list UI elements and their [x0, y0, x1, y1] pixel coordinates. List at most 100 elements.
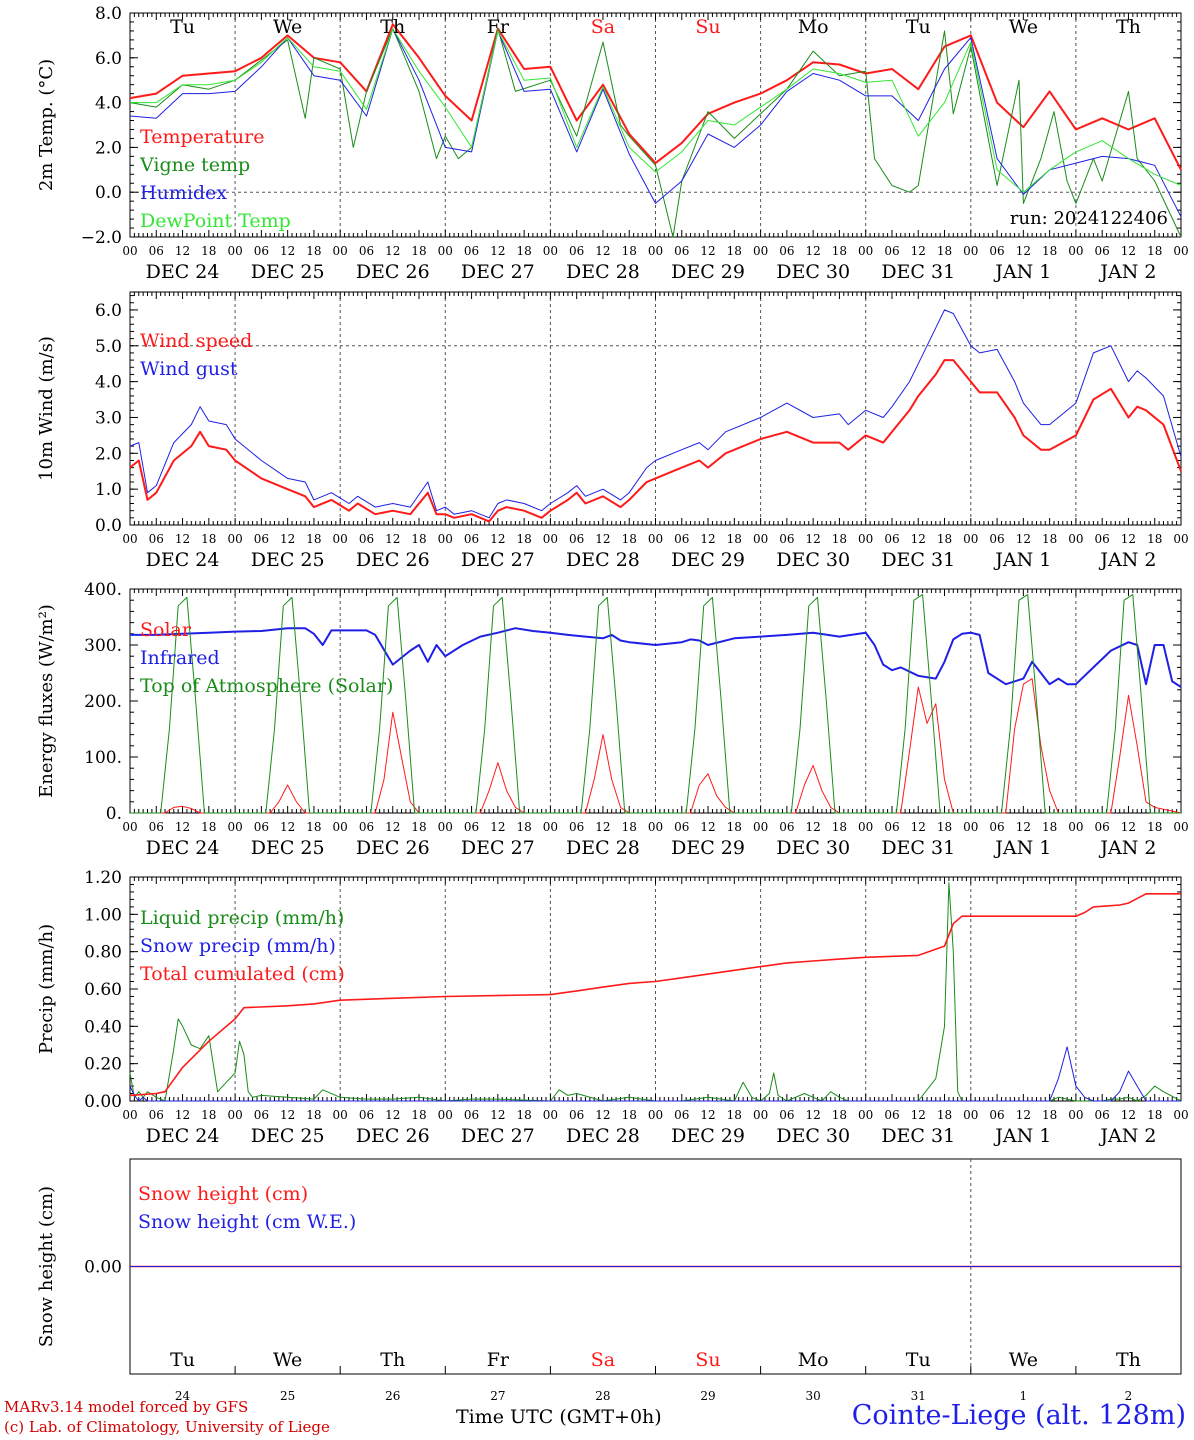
precip-hour-label: 06	[359, 1108, 374, 1122]
energy-date-label: DEC 24	[146, 837, 220, 859]
temp-hour-label: 00	[438, 244, 453, 258]
precip-hour-label: 18	[1147, 1108, 1162, 1122]
precip-hour-label: 18	[622, 1108, 637, 1122]
temp-hour-label: 12	[595, 244, 610, 258]
station-label: Cointe-Liege (alt. 128m)	[851, 1400, 1186, 1431]
energy-hour-label: 12	[700, 820, 715, 834]
energy-date-label: DEC 28	[566, 837, 640, 859]
wind-legend-entry: Wind gust	[140, 358, 238, 380]
wind-series-line	[129, 359, 1182, 523]
temp-date-label: DEC 27	[461, 261, 535, 283]
wind-hour-label: 18	[622, 532, 637, 546]
precip-hour-label: 12	[175, 1108, 190, 1122]
energy-hour-label: 00	[648, 820, 663, 834]
precip-hour-label: 18	[937, 1108, 952, 1122]
weekday-label: Su	[695, 16, 720, 38]
weekday-label: Th	[1116, 16, 1141, 38]
precip-date-label: DEC 27	[461, 1125, 535, 1147]
precip-hour-label: 00	[1068, 1108, 1083, 1122]
precip-hour-label: 12	[911, 1108, 926, 1122]
precip-y-label: 1.00	[84, 905, 122, 925]
precip-hour-label: 06	[989, 1108, 1004, 1122]
lab-credit: (c) Lab. of Climatology, University of L…	[4, 1418, 330, 1436]
energy-hour-label: 18	[727, 820, 742, 834]
energy-series-line	[130, 594, 1181, 814]
temp-hour-label: 00	[648, 244, 663, 258]
energy-legend-entry: Solar	[140, 619, 192, 641]
precip-hour-label: 18	[306, 1108, 321, 1122]
wind-hour-label: 12	[490, 532, 505, 546]
wind-y-label: 5.0	[95, 337, 122, 357]
temp-legend-entry: Humidex	[140, 182, 227, 204]
wind-date-label: DEC 27	[461, 549, 535, 571]
snow-day-number: 1	[1020, 1389, 1028, 1403]
wind-date-label: DEC 30	[776, 549, 850, 571]
precip-hour-label: 18	[1042, 1108, 1057, 1122]
model-credit: MARv3.14 model forced by GFS	[4, 1398, 249, 1416]
snow-legend-entry: Snow height (cm)	[138, 1183, 308, 1205]
precip-hour-label: 00	[858, 1108, 873, 1122]
temp-axis-title: 2m Temp. (°C)	[36, 59, 57, 191]
energy-hour-label: 00	[753, 820, 768, 834]
wind-hour-label: 12	[595, 532, 610, 546]
wind-y-label: 0.0	[95, 516, 122, 536]
wind-hour-label: 06	[1095, 532, 1110, 546]
energy-hour-label: 06	[569, 820, 584, 834]
precip-legend-entry: Total cumulated (cm)	[140, 963, 345, 985]
energy-date-label: DEC 30	[776, 837, 850, 859]
energy-hour-label: 00	[438, 820, 453, 834]
energy-date-label: DEC 27	[461, 837, 535, 859]
temp-date-label: DEC 28	[566, 261, 640, 283]
precip-y-label: 0.80	[84, 943, 122, 963]
precip-date-label: DEC 29	[671, 1125, 745, 1147]
precip-hour-label: 00	[648, 1108, 663, 1122]
wind-hour-label: 06	[464, 532, 479, 546]
wind-date-label: JAN 2	[1098, 549, 1156, 571]
precip-hour-label: 00	[1173, 1108, 1188, 1122]
wind-date-label: DEC 24	[146, 549, 220, 571]
wind-date-label: DEC 29	[671, 549, 745, 571]
temp-hour-label: 12	[1016, 244, 1031, 258]
precip-hour-label: 00	[333, 1108, 348, 1122]
temp-hour-label: 06	[254, 244, 269, 258]
temp-hour-label: 18	[622, 244, 637, 258]
precip-hour-label: 12	[1016, 1108, 1031, 1122]
wind-y-label: 2.0	[95, 444, 122, 464]
snow-day-number: 26	[385, 1389, 400, 1403]
energy-hour-label: 00	[227, 820, 242, 834]
wind-axis-title: 10m Wind (m/s)	[36, 336, 57, 481]
energy-y-label: 400.	[84, 580, 122, 600]
wind-y-label: 4.0	[95, 373, 122, 393]
temp-hour-label: 06	[884, 244, 899, 258]
precip-hour-label: 00	[963, 1108, 978, 1122]
temp-date-label: DEC 31	[881, 261, 955, 283]
wind-hour-label: 12	[1121, 532, 1136, 546]
snow-day-number: 30	[806, 1389, 821, 1403]
precip-hour-label: 06	[464, 1108, 479, 1122]
energy-axis-title: Energy fluxes (W/m²)	[36, 604, 57, 798]
weekday-label: Th	[1116, 1349, 1141, 1371]
energy-hour-label: 06	[989, 820, 1004, 834]
temp-date-label: DEC 25	[251, 261, 325, 283]
energy-y-label: 300.	[84, 636, 122, 656]
energy-y-label: 100.	[84, 748, 122, 768]
precip-hour-label: 00	[122, 1108, 137, 1122]
temp-legend-entry: DewPoint Temp	[140, 210, 291, 232]
wind-hour-label: 00	[753, 532, 768, 546]
wind-hour-label: 12	[280, 532, 295, 546]
temp-hour-label: 00	[753, 244, 768, 258]
precip-hour-label: 18	[411, 1108, 426, 1122]
precip-hour-label: 12	[806, 1108, 821, 1122]
snow-day-number: 2	[1125, 1389, 1133, 1403]
wind-hour-label: 18	[411, 532, 426, 546]
energy-hour-label: 12	[595, 820, 610, 834]
precip-hour-label: 18	[832, 1108, 847, 1122]
weekday-label: Tu	[170, 16, 195, 38]
wind-date-label: DEC 26	[356, 549, 430, 571]
weekday-label: Sa	[591, 16, 615, 38]
temp-hour-label: 18	[201, 244, 216, 258]
temp-hour-label: 00	[1068, 244, 1083, 258]
energy-hour-label: 06	[884, 820, 899, 834]
weekday-label: Tu	[906, 1349, 931, 1371]
